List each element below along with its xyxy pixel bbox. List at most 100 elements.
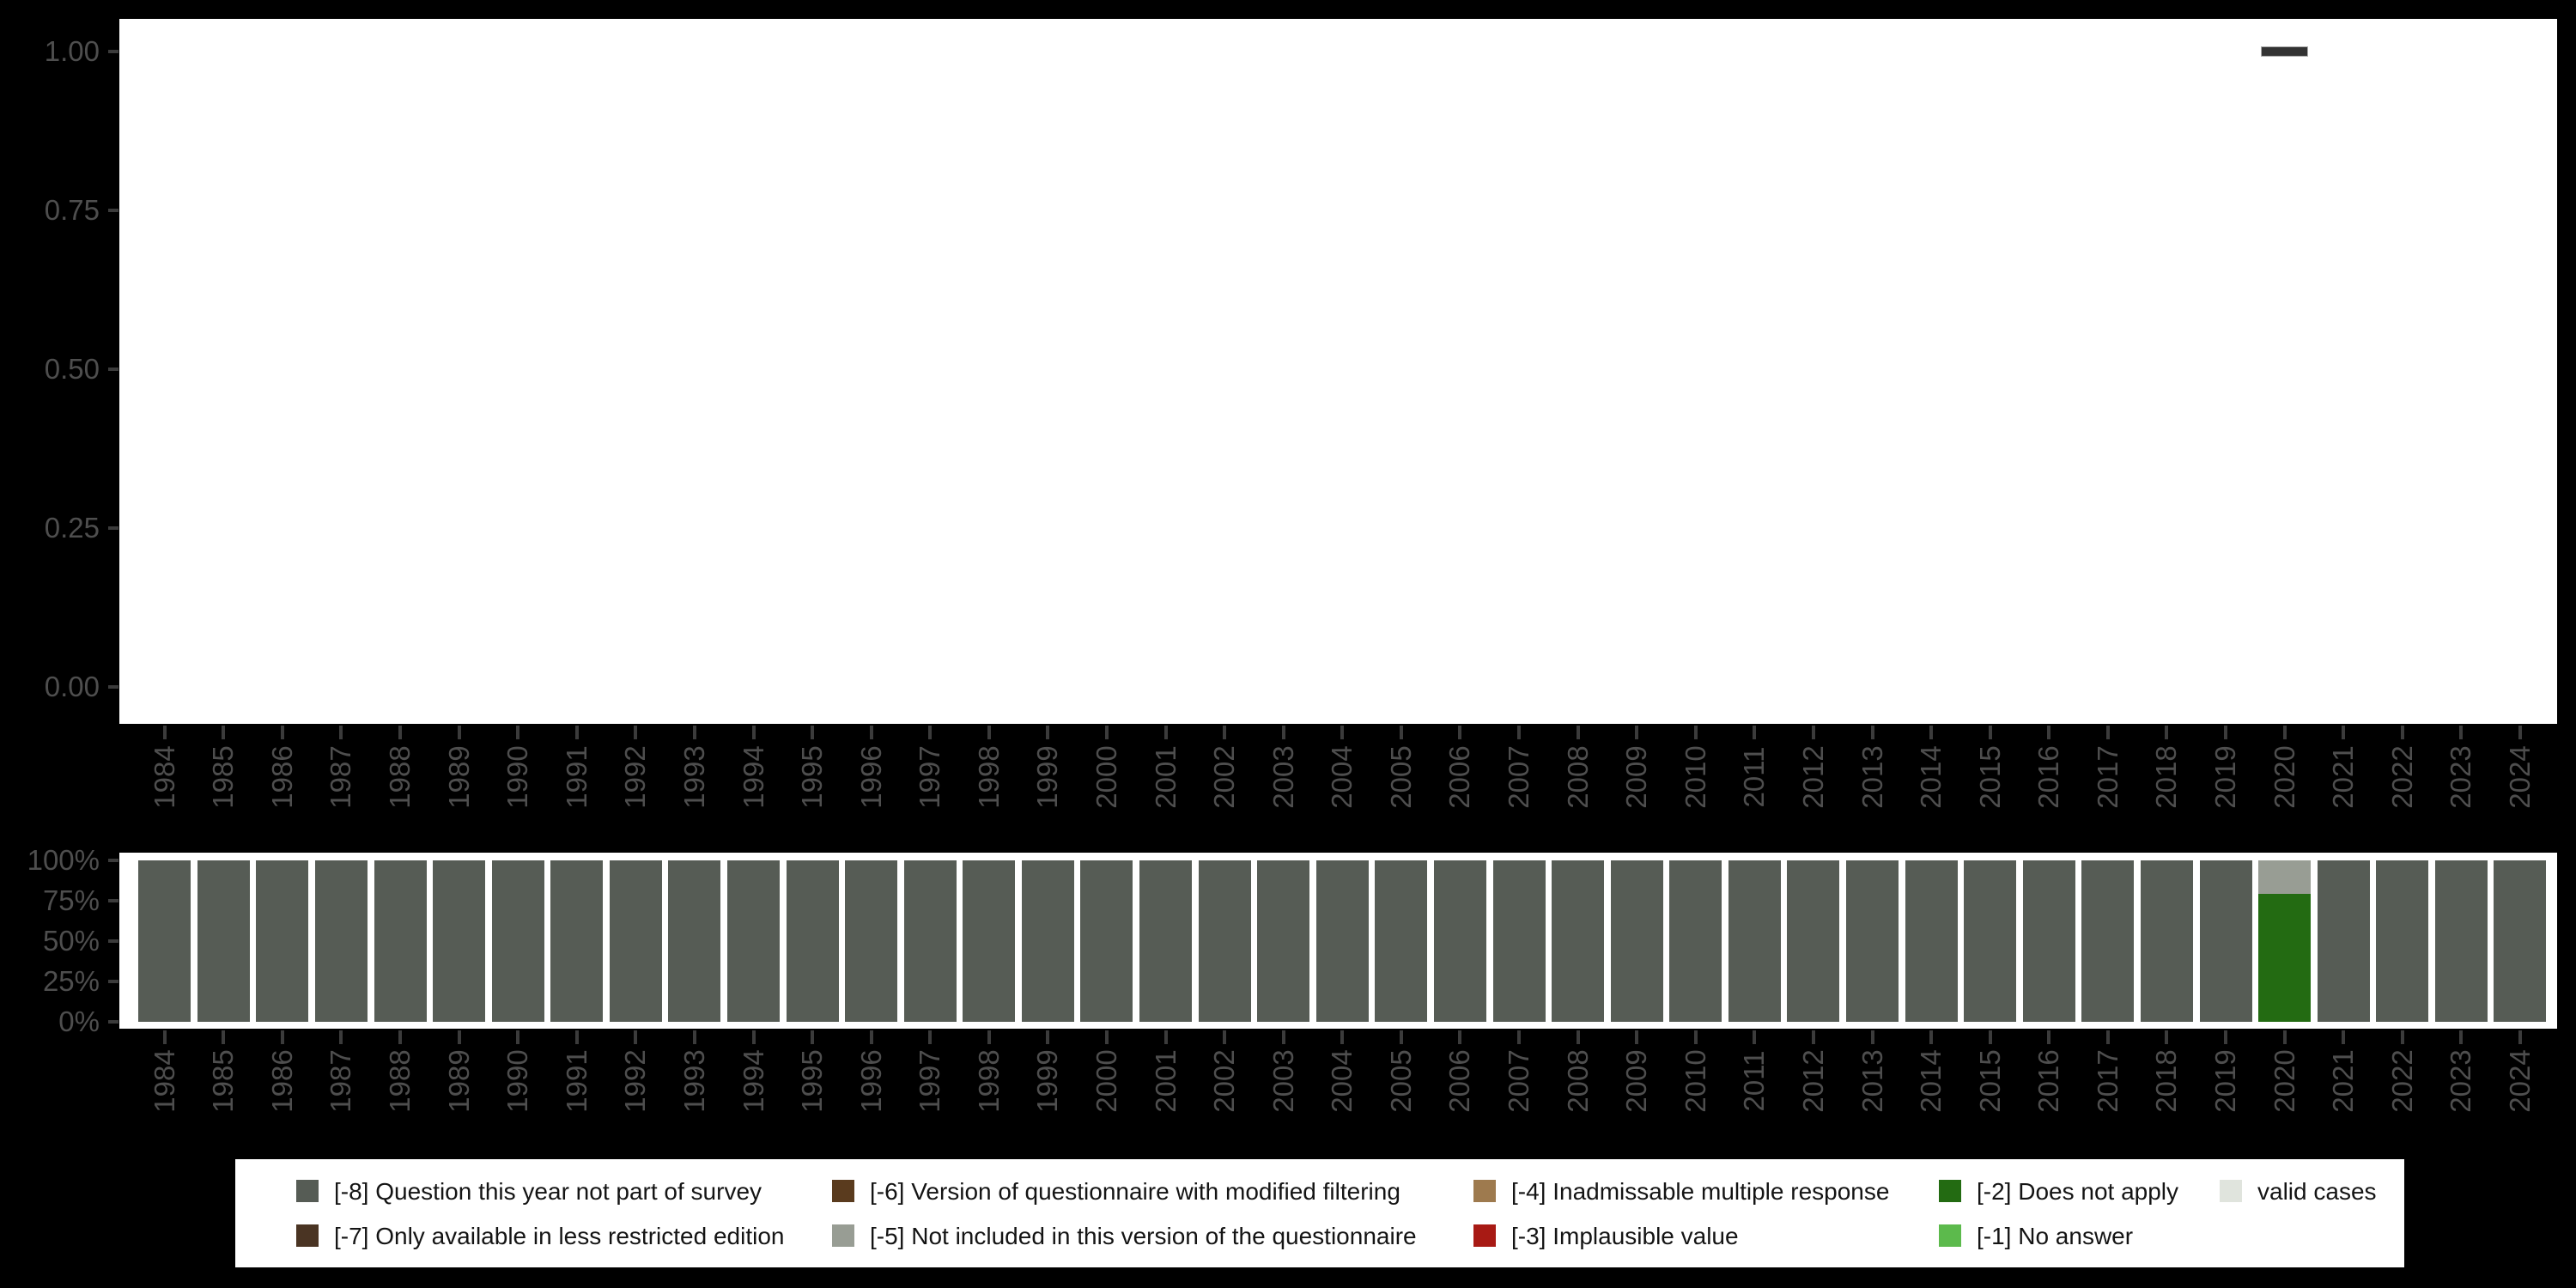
- y-axis-label: 1.00: [44, 35, 100, 67]
- x-axis-year-label: 2010: [1679, 745, 1711, 809]
- x-axis-tick: [811, 726, 815, 739]
- bar-segment: [668, 860, 721, 1022]
- x-axis-tick: [1046, 1030, 1050, 1044]
- bar-segment: [1552, 860, 1605, 1022]
- bar-segment: [550, 860, 604, 1022]
- x-axis-tick: [1576, 726, 1580, 739]
- x-axis-year-label: 2023: [2445, 745, 2477, 809]
- x-axis-tick: [692, 726, 696, 739]
- x-axis-year-label: 2005: [1384, 1049, 1417, 1113]
- x-axis-year-label: 1996: [854, 745, 887, 809]
- y-axis-label: 25%: [42, 965, 100, 997]
- x-axis-tick: [2459, 1030, 2464, 1044]
- bar-segment: [1669, 860, 1722, 1022]
- bar-segment: [727, 860, 780, 1022]
- x-axis-year-label: 1992: [619, 745, 652, 809]
- x-axis-year-label: 2013: [1856, 1049, 1888, 1113]
- legend-swatch: [1473, 1224, 1496, 1247]
- bar-segment: [2081, 860, 2135, 1022]
- legend-label: [-4] Inadmissable multiple response: [1511, 1178, 1890, 1205]
- x-axis-year-label: 2021: [2327, 745, 2360, 809]
- x-axis-tick: [1458, 1030, 1462, 1044]
- legend-label: [-8] Question this year not part of surv…: [334, 1178, 762, 1205]
- x-axis-tick: [1399, 1030, 1403, 1044]
- bar-segment: [963, 860, 1016, 1022]
- x-axis-tick: [634, 1030, 638, 1044]
- x-axis-year-label: 1987: [325, 1049, 357, 1113]
- availability-panel: [119, 19, 2557, 724]
- bar-segment: [1315, 860, 1369, 1022]
- x-axis-tick: [339, 1030, 343, 1044]
- x-axis-tick: [1399, 726, 1403, 739]
- x-axis-tick: [1517, 1030, 1522, 1044]
- x-axis-year-label: 1988: [384, 1049, 416, 1113]
- x-axis-tick: [1870, 726, 1874, 739]
- x-axis-tick: [1576, 1030, 1580, 1044]
- x-axis-tick: [2105, 1030, 2110, 1044]
- x-axis-year-label: 2008: [1561, 745, 1594, 809]
- legend-swatch: [832, 1180, 854, 1202]
- y-axis-tick: [108, 859, 118, 862]
- x-axis-tick: [1223, 1030, 1227, 1044]
- legend-label: [-2] Does not apply: [1977, 1178, 2179, 1205]
- x-axis-year-label: 2021: [2327, 1049, 2360, 1113]
- x-axis-year-label: 2019: [2209, 1049, 2241, 1113]
- x-axis-year-label: 2016: [2032, 1049, 2065, 1113]
- x-axis-year-label: 1994: [737, 1049, 769, 1113]
- bar-segment: [1139, 860, 1193, 1022]
- y-axis-label: 0%: [58, 1005, 100, 1037]
- bar-segment: [256, 860, 309, 1022]
- x-axis-tick: [869, 1030, 873, 1044]
- x-axis-year-label: 2004: [1326, 745, 1358, 809]
- x-axis-year-label: 1995: [796, 745, 829, 809]
- bar-segment: [1610, 860, 1663, 1022]
- x-axis-year-label: 1991: [560, 745, 592, 809]
- x-axis-year-label: 2012: [1796, 1049, 1829, 1113]
- x-axis-tick: [811, 1030, 815, 1044]
- x-axis-year-label: 1999: [1031, 1049, 1064, 1113]
- x-axis-year-label: 2017: [2091, 1049, 2123, 1113]
- x-axis-year-label: 1990: [501, 1049, 534, 1113]
- x-axis-year-label: 2019: [2209, 745, 2241, 809]
- x-axis-year-label: 2018: [2150, 1049, 2183, 1113]
- x-axis-tick: [928, 726, 933, 739]
- y-axis-tick: [108, 209, 118, 212]
- bar-segment: [491, 860, 544, 1022]
- x-axis-tick: [1929, 726, 1934, 739]
- x-axis-tick: [2282, 726, 2287, 739]
- x-axis-year-label: 2020: [2268, 1049, 2300, 1113]
- x-axis-tick: [2518, 726, 2522, 739]
- x-axis-year-label: 2013: [1856, 745, 1888, 809]
- x-axis-tick: [869, 726, 873, 739]
- bar-segment: [845, 860, 898, 1022]
- x-axis-tick: [1635, 1030, 1639, 1044]
- x-axis-year-label: 2016: [2032, 745, 2065, 809]
- x-axis-year-label: 2012: [1796, 745, 1829, 809]
- x-axis-year-label: 2002: [1208, 745, 1241, 809]
- x-axis-tick: [1281, 726, 1285, 739]
- x-axis-tick: [280, 726, 284, 739]
- x-axis-tick: [2459, 726, 2464, 739]
- x-axis-year-label: 2014: [1915, 745, 1947, 809]
- x-axis-year-label: 1993: [677, 745, 710, 809]
- x-axis-year-label: 2024: [2503, 745, 2536, 809]
- x-axis-year-label: 2001: [1149, 1049, 1182, 1113]
- x-axis-year-label: 2011: [1738, 746, 1771, 808]
- x-axis-tick: [1517, 726, 1522, 739]
- x-axis-year-label: 1988: [384, 745, 416, 809]
- y-axis-label: 75%: [42, 884, 100, 916]
- x-axis-tick: [2518, 1030, 2522, 1044]
- x-axis-tick: [1223, 726, 1227, 739]
- legend-label: [-5] Not included in this version of the…: [870, 1223, 1417, 1249]
- y-axis-tick: [108, 685, 118, 689]
- x-axis-year-label: 2000: [1090, 745, 1122, 809]
- x-axis-year-label: 1984: [148, 1049, 180, 1113]
- x-axis-year-label: 2010: [1679, 1049, 1711, 1113]
- y-axis-label: 0.50: [44, 353, 100, 385]
- x-axis-tick: [2105, 726, 2110, 739]
- y-axis-tick: [108, 50, 118, 53]
- x-axis-year-label: 1986: [265, 1049, 298, 1113]
- x-axis-year-label: 2000: [1090, 1049, 1122, 1113]
- x-axis-tick: [1104, 1030, 1109, 1044]
- x-axis-year-label: 1991: [560, 1049, 592, 1113]
